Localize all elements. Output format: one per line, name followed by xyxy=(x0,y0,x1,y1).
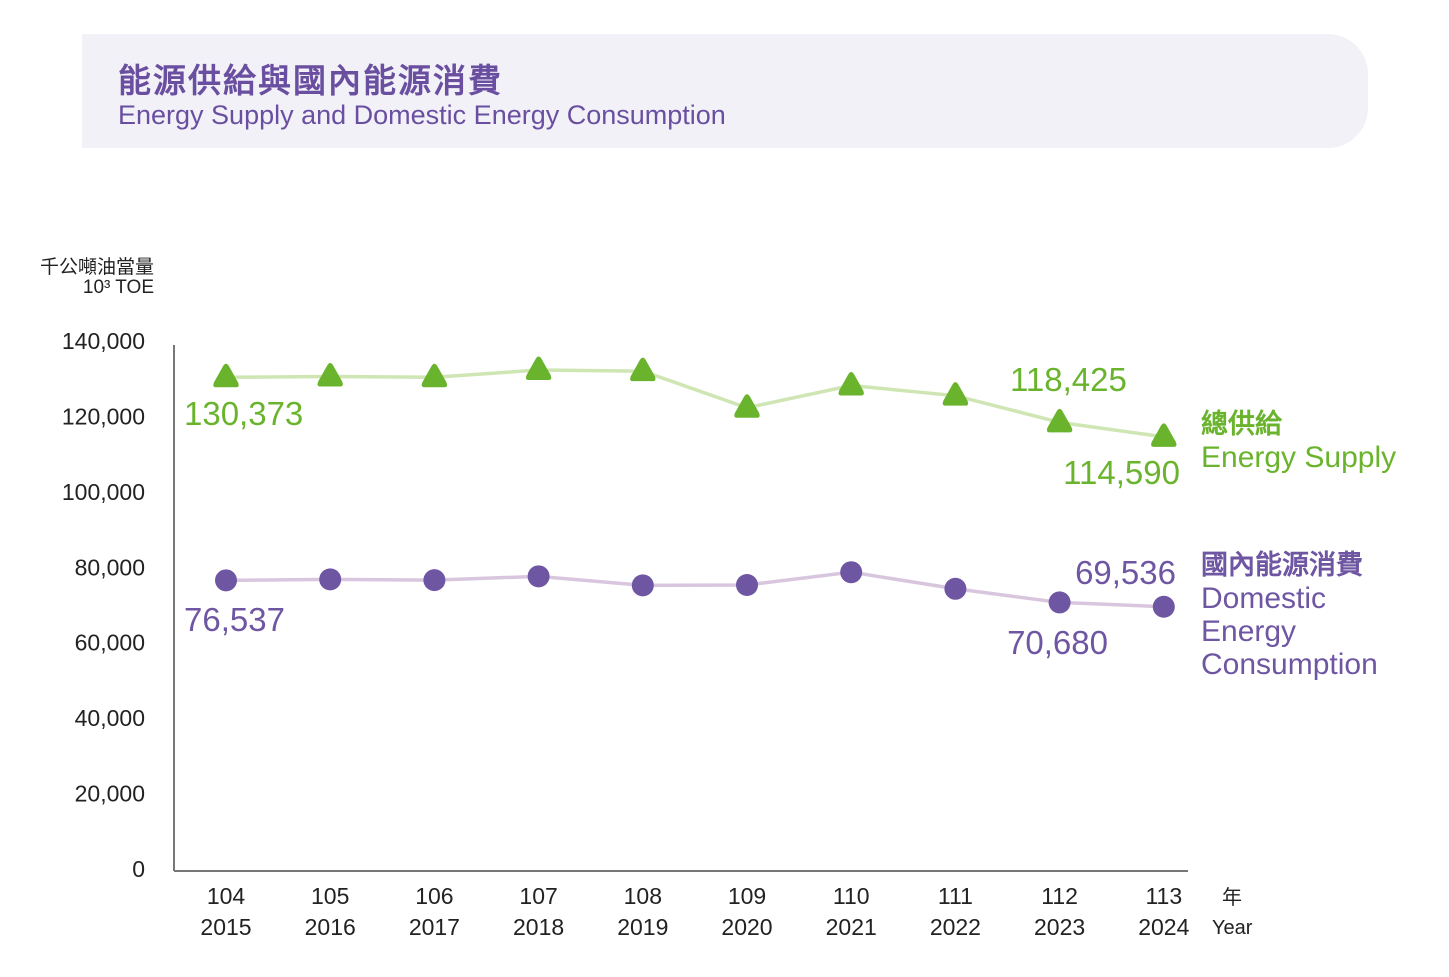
data-point-triangle xyxy=(317,362,343,387)
data-label: 70,680 xyxy=(1007,624,1108,661)
x-tick-label-year: 2015 xyxy=(200,914,251,940)
data-point-triangle xyxy=(421,363,448,388)
legend-supply-zh: 總供給 xyxy=(1201,408,1283,439)
x-tick-label-roc: 104 xyxy=(207,883,246,909)
data-point-triangle xyxy=(1151,423,1177,447)
legend-consumption-en: Energy xyxy=(1201,615,1296,648)
x-tick-label-year: 2022 xyxy=(930,914,981,940)
data-point-circle xyxy=(423,569,446,592)
y-tick-label: 140,000 xyxy=(62,328,145,354)
x-tick-label-year: 2021 xyxy=(826,914,877,940)
x-tick-label-roc: 108 xyxy=(624,883,662,909)
data-label: 76,537 xyxy=(184,601,285,638)
data-point-circle xyxy=(631,574,654,597)
title-banner: 能源供給與國內能源消費 Energy Supply and Domestic E… xyxy=(82,34,1368,148)
x-tick-label-roc: 112 xyxy=(1041,883,1078,909)
data-point-circle xyxy=(215,569,237,592)
data-point-circle xyxy=(736,574,758,597)
y-tick-label: 100,000 xyxy=(62,479,145,505)
x-tick-label-roc: 107 xyxy=(519,883,557,909)
data-point-triangle xyxy=(1046,408,1073,433)
data-point-circle xyxy=(840,561,863,584)
x-tick-label-year: 2020 xyxy=(721,914,772,940)
data-point-circle xyxy=(527,565,550,588)
series-line-0 xyxy=(225,368,1165,439)
x-tick-label-year: 2017 xyxy=(409,914,460,940)
y-unit-en: 10³ TOE xyxy=(82,277,154,298)
y-tick-label: 20,000 xyxy=(75,781,145,807)
legend-consumption-en: Domestic xyxy=(1201,582,1326,615)
data-point-triangle xyxy=(630,357,656,382)
y-unit-zh: 千公噸油當量 xyxy=(39,257,154,278)
x-tick-label-year: 2016 xyxy=(305,914,356,940)
data-point-triangle xyxy=(942,382,969,406)
data-point-triangle xyxy=(525,356,552,381)
x-tick-label-roc: 109 xyxy=(728,883,766,909)
data-point-triangle xyxy=(838,372,864,396)
x-tick-label-year: 2023 xyxy=(1034,914,1085,940)
chart-title-zh: 能源供給與國內能源消費 xyxy=(118,62,503,99)
data-label: 118,425 xyxy=(1010,361,1127,398)
legend-supply-en: Energy Supply xyxy=(1201,441,1396,474)
data-label: 69,536 xyxy=(1075,554,1176,591)
y-tick-label: 40,000 xyxy=(75,705,145,731)
y-tick-label: 60,000 xyxy=(75,630,145,656)
data-point-triangle xyxy=(734,394,760,418)
y-tick-label: 0 xyxy=(132,856,145,882)
data-point-circle xyxy=(944,577,967,600)
data-point-circle xyxy=(1152,595,1175,618)
x-axis-label-zh: 年 xyxy=(1222,886,1242,909)
legend-consumption-zh: 國內能源消費 xyxy=(1201,549,1363,580)
data-point-circle xyxy=(1048,591,1071,614)
x-tick-label-year: 2019 xyxy=(617,914,668,940)
data-point-triangle xyxy=(213,363,239,388)
y-tick-label: 120,000 xyxy=(62,403,145,429)
series-line-1 xyxy=(225,570,1164,609)
x-tick-label-roc: 105 xyxy=(311,883,349,909)
y-tick-label: 80,000 xyxy=(75,554,145,580)
x-tick-label-year: 2024 xyxy=(1138,914,1189,940)
data-label: 114,590 xyxy=(1063,454,1180,491)
data-label: 130,373 xyxy=(184,395,303,432)
x-tick-label-year: 2018 xyxy=(513,914,564,940)
chart-title-en: Energy Supply and Domestic Energy Consum… xyxy=(118,100,726,130)
x-tick-label-roc: 113 xyxy=(1145,883,1182,909)
x-tick-label-roc: 106 xyxy=(415,883,453,909)
legend-consumption-en: Consumption xyxy=(1201,648,1378,681)
x-tick-label-roc: 111 xyxy=(938,883,973,909)
data-point-circle xyxy=(319,568,342,591)
x-tick-label-roc: 110 xyxy=(833,883,870,909)
x-axis-label-en: Year xyxy=(1212,917,1253,939)
